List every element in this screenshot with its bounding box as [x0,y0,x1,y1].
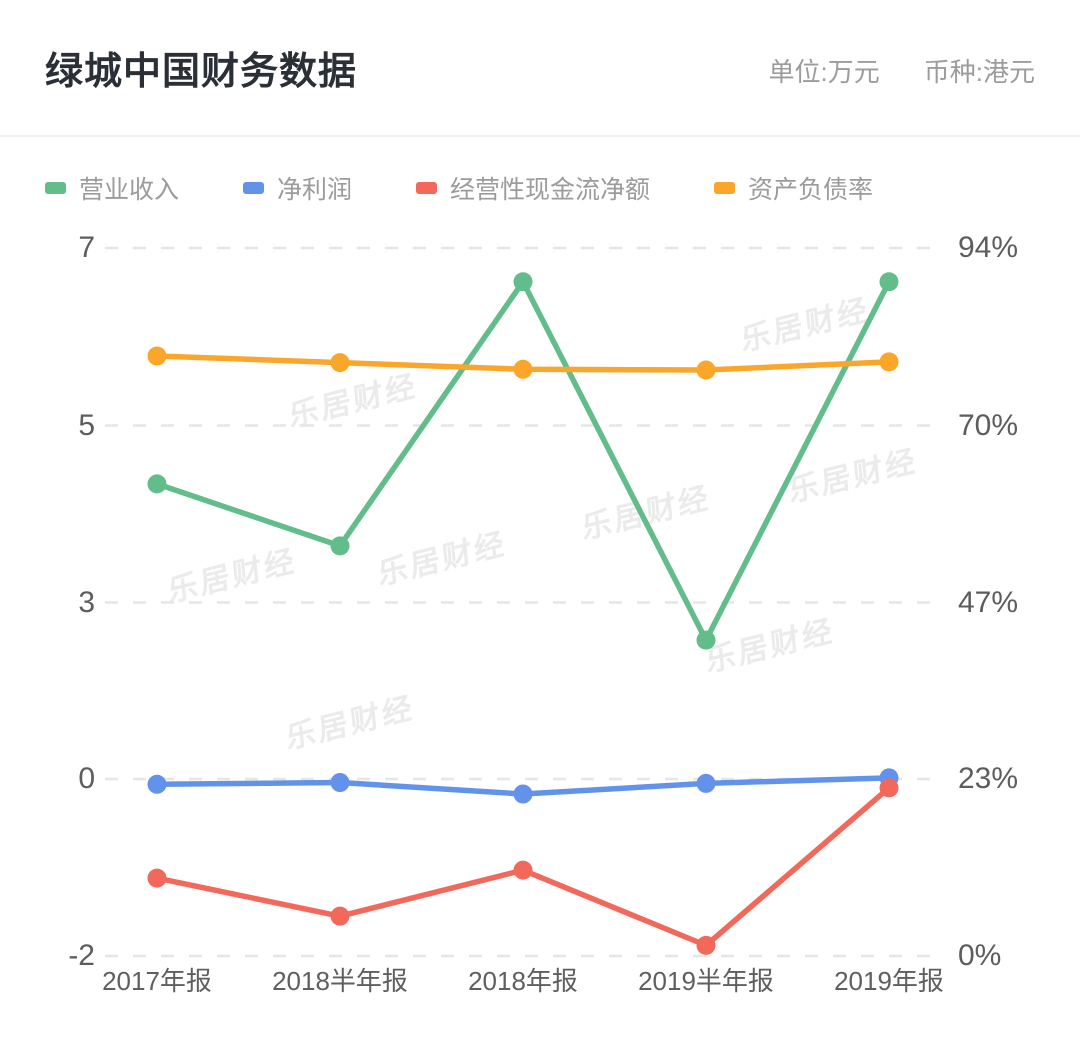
data-point [696,935,716,955]
chart-legend: 营业收入 净利润 经营性现金流净额 资产负债率 [45,170,873,206]
right-axis-tick: 94% [958,231,1019,264]
data-point [147,346,167,366]
page-title: 绿城中国财务数据 [45,51,358,93]
legend-item-1[interactable]: 净利润 [243,170,352,206]
right-axis-tick: 47% [958,585,1019,619]
left-axis-tick: 0 [78,762,95,795]
x-axis-label: 2018年报 [468,966,578,996]
x-axis-label: 2018半年报 [272,966,408,996]
x-axis-label: 2017年报 [102,966,212,996]
series-line-0 [154,278,892,643]
legend-item-2[interactable]: 经营性现金流净额 [416,170,650,206]
data-point [147,868,167,888]
data-point [696,360,716,380]
data-point [879,778,899,798]
data-point [330,353,350,373]
left-axis-tick: 5 [78,408,95,442]
left-axis-tick: 3 [78,585,95,619]
left-axis-tick: 7 [78,231,95,264]
data-point [330,773,350,793]
x-axis-label: 2019年报 [834,966,944,996]
right-axis-tick: 70% [958,408,1019,442]
header-meta: 单位:万元 币种:港元 [769,52,1035,89]
header-divider [0,135,1080,137]
legend-label: 资产负债率 [748,176,874,204]
legend-swatch-icon [45,182,66,194]
unit-label: 单位:万元 [768,57,880,87]
data-point [879,352,899,372]
data-point [147,474,167,494]
legend-swatch-icon [714,182,736,194]
legend-label: 经营性现金流净额 [450,176,651,204]
data-point [696,773,716,793]
currency-label: 币种:港元 [923,57,1035,87]
legend-swatch-icon [416,182,438,194]
x-axis-label: 2019半年报 [638,966,774,996]
data-point [330,906,350,926]
data-point [147,774,167,794]
data-point [513,272,533,292]
data-point [513,359,533,379]
legend-label: 营业收入 [79,176,180,204]
data-point [879,272,899,292]
data-point [330,536,350,556]
data-point [513,784,533,804]
legend-swatch-icon [243,182,265,194]
data-point [696,630,716,650]
data-point [513,860,533,880]
legend-item-3[interactable]: 资产负债率 [714,170,873,206]
legend-label: 净利润 [277,176,353,204]
left-axis-tick: -2 [68,939,95,972]
right-axis-tick: 0% [958,939,1002,972]
right-axis-tick: 23% [958,762,1019,795]
legend-item-0[interactable]: 营业收入 [45,170,179,206]
